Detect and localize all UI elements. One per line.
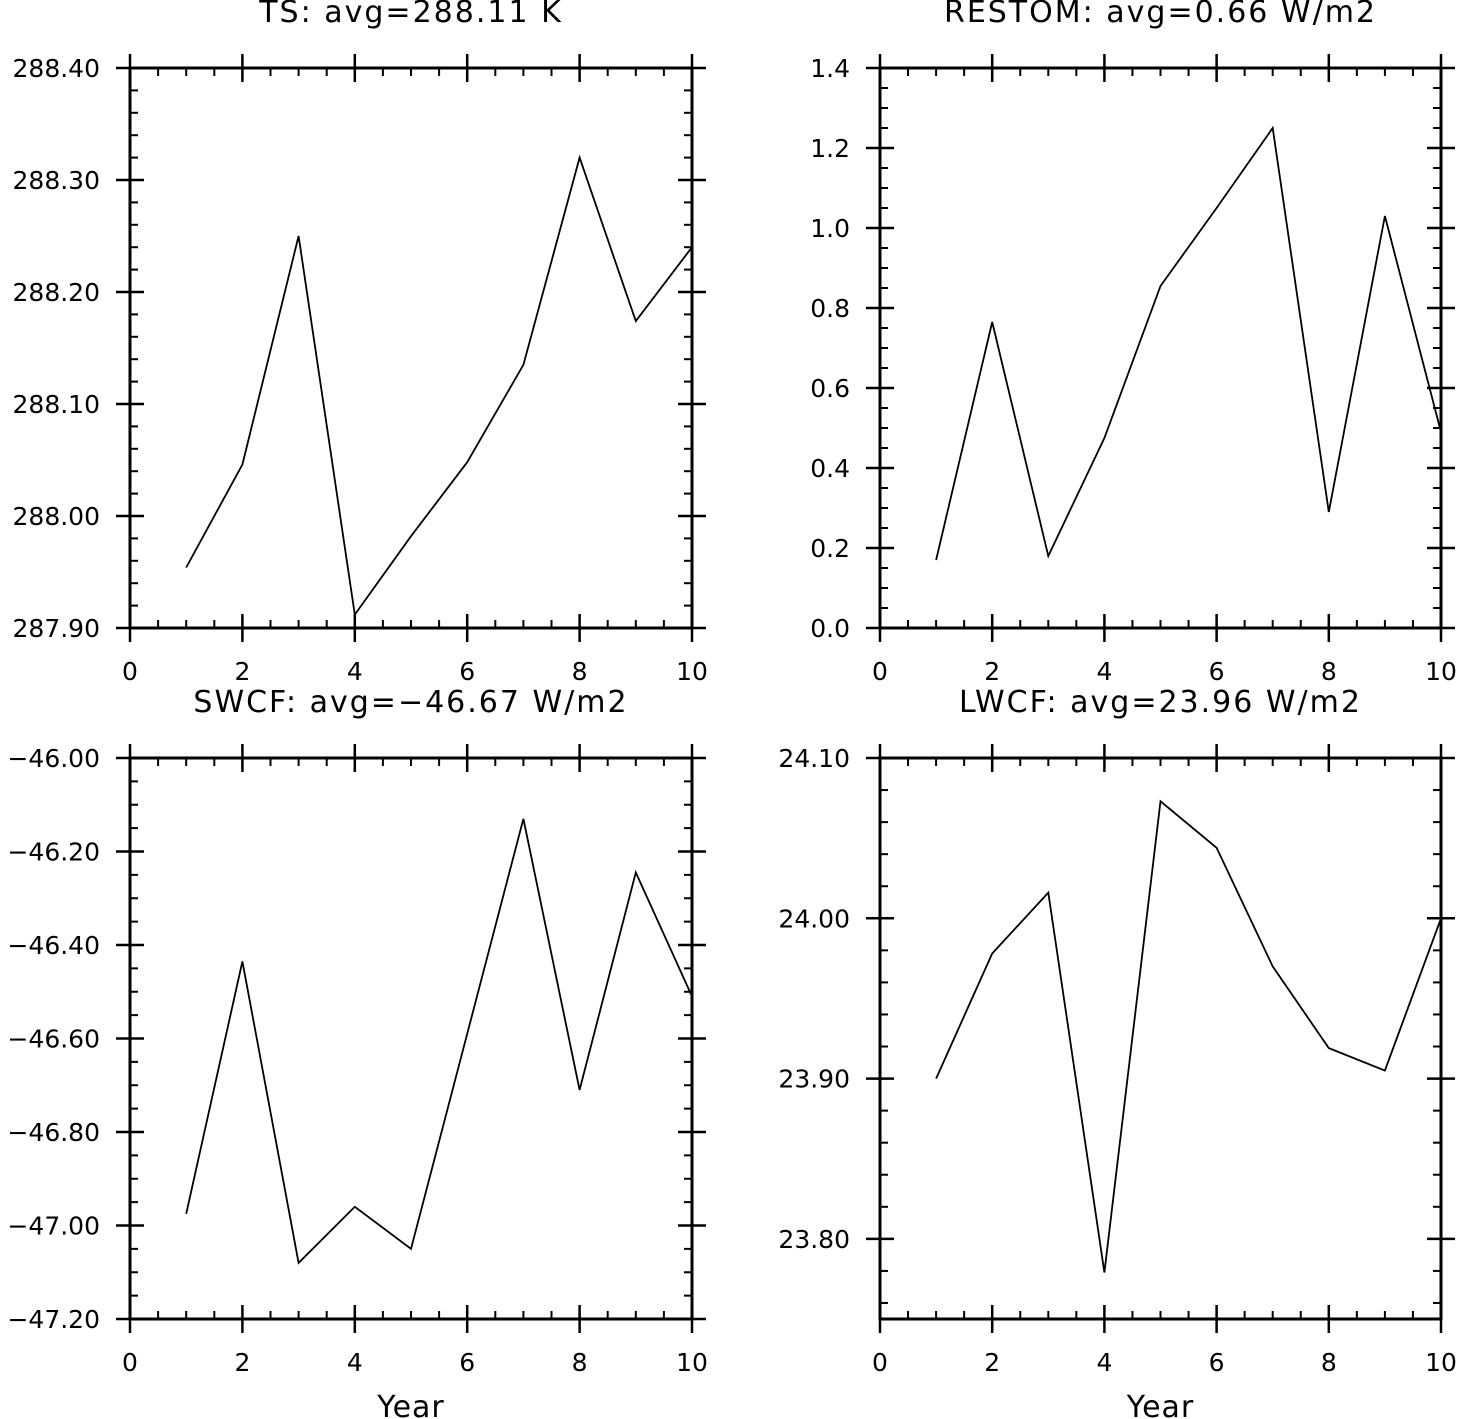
series-line [185,818,693,1265]
y-tick-label: 0.6 [810,374,850,403]
x-tick-label: 4 [1096,657,1112,686]
y-tick-label: 0.8 [810,294,850,323]
y-tick-label: 24.10 [778,744,850,773]
x-tick-label: 2 [234,657,250,686]
x-tick-label: 2 [984,657,1000,686]
x-tick-label: 0 [872,657,888,686]
y-tick-label: 288.40 [13,54,100,83]
y-tick-label: −46.40 [7,931,100,960]
y-tick-label: 0.2 [810,534,850,563]
y-tick-label: 288.10 [13,390,100,419]
y-tick-label: 288.00 [13,502,100,531]
x-tick-label: 6 [459,1348,475,1377]
x-tick-label: 6 [459,657,475,686]
plot-frame [878,66,1443,630]
x-tick-label: 4 [347,1348,363,1377]
y-tick-label: 23.90 [778,1065,850,1094]
x-tick-label: 2 [984,1348,1000,1377]
x-tick-label: 4 [1096,1348,1112,1377]
y-tick-label: 24.00 [778,904,850,933]
x-tick-label: 8 [1321,657,1337,686]
y-tick-label: 1.4 [810,54,850,83]
chart-title: TS: avg=288.11 K [258,0,563,30]
y-tick-label: −47.20 [7,1305,100,1334]
y-tick-label: 288.30 [13,166,100,195]
panel-restom: RESTOM: avg=0.66 W/m2 0 2 4 6 8 10 0.0 0.2 0.4 0.6… [810,0,1457,686]
y-tick-label: −47.00 [7,1212,100,1241]
x-tick-label: 6 [1209,1348,1225,1377]
y-tick-label: 23.80 [778,1225,850,1254]
x-tick-label: 0 [122,1348,138,1377]
y-tick-label: 0.0 [810,614,850,643]
panel-swcf: SWCF: avg=−46.67 W/m2 0 2 4 6 8 10 −47.20 −47.00… [7,685,707,1419]
x-axis-label: Year [1126,1390,1195,1419]
series-line [935,799,1442,1273]
y-tick-label: 1.2 [810,134,850,163]
y-tick-label: −46.20 [7,838,100,867]
series-line [185,154,693,617]
y-tick-label: −46.00 [7,744,100,773]
x-tick-label: 2 [234,1348,250,1377]
panel-ts: TS: avg=288.11 K 0 2 4 6 8 10 287.90 288.00 288.1… [13,0,708,686]
x-axis-label: Year [376,1390,445,1419]
x-tick-label: 6 [1209,657,1225,686]
x-tick-label: 8 [572,1348,588,1377]
y-tick-label: 288.20 [13,278,100,307]
x-tick-label: 8 [1321,1348,1337,1377]
y-tick-label: −46.80 [7,1118,100,1147]
x-tick-label: 10 [1425,1348,1457,1377]
x-tick-label: 10 [1425,657,1457,686]
y-tick-label: −46.60 [7,1025,100,1054]
plot-frame [878,756,1443,1321]
y-tick-label: 1.0 [810,214,850,243]
x-tick-label: 0 [122,657,138,686]
chart-title: SWCF: avg=−46.67 W/m2 [193,685,628,720]
x-tick-label: 8 [572,657,588,686]
panel-lwcf: LWCF: avg=23.96 W/m2 0 2 4 6 8 10 23.80 23.90 24.… [778,685,1456,1419]
chart-title: LWCF: avg=23.96 W/m2 [959,685,1362,720]
plot-frame [128,756,694,1321]
series-line [935,125,1442,561]
chart-title: RESTOM: avg=0.66 W/m2 [944,0,1377,30]
x-tick-label: 10 [676,1348,708,1377]
y-tick-label: 0.4 [810,454,850,483]
y-tick-label: 287.90 [13,614,100,643]
plot-frame [128,66,694,630]
x-tick-label: 4 [347,657,363,686]
x-tick-label: 10 [676,657,708,686]
x-tick-label: 0 [872,1348,888,1377]
